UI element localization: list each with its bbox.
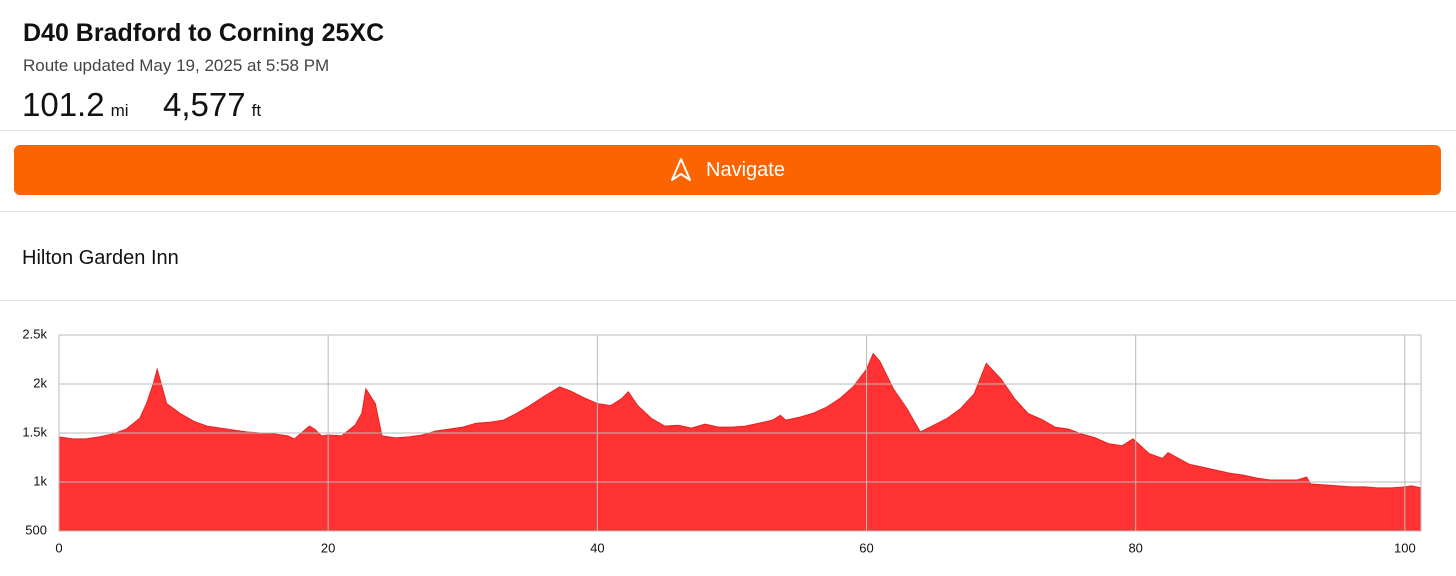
route-title: D40 Bradford to Corning 25XC	[23, 19, 385, 47]
y-tick-label: 1.5k	[22, 424, 47, 439]
navigate-icon	[671, 158, 692, 181]
elevation-value: 4,577	[163, 86, 246, 123]
x-tick-label: 100	[1394, 540, 1416, 555]
x-tick-label: 20	[321, 540, 335, 555]
divider	[0, 211, 1456, 212]
x-tick-label: 60	[859, 540, 873, 555]
x-tick-label: 0	[55, 540, 62, 555]
x-tick-label: 80	[1128, 540, 1142, 555]
waypoint-label[interactable]: Hilton Garden Inn	[22, 247, 179, 269]
elevation-area	[58, 352, 1422, 532]
x-tick-label: 40	[590, 540, 604, 555]
distance-value: 101.2	[22, 86, 105, 123]
y-tick-label: 1k	[33, 473, 47, 488]
divider	[0, 130, 1456, 131]
elevation-stat: 4,577 ft	[163, 86, 261, 124]
y-tick-label: 2.5k	[22, 326, 47, 341]
elevation-unit: ft	[251, 101, 262, 120]
distance-unit: mi	[110, 101, 129, 120]
route-subtitle: Route updated May 19, 2025 at 5:58 PM	[23, 56, 330, 75]
navigate-label: Navigate	[706, 158, 785, 181]
navigate-button[interactable]: Navigate	[14, 145, 1441, 195]
distance-stat: 101.2 mi	[22, 86, 129, 124]
elevation-chart: 500 1k 1.5k 2k 2.5k 0 20 40 60 80 100	[22, 326, 1422, 555]
y-tick-label: 2k	[33, 375, 47, 390]
divider	[0, 300, 1456, 301]
y-tick-label: 500	[25, 522, 47, 537]
